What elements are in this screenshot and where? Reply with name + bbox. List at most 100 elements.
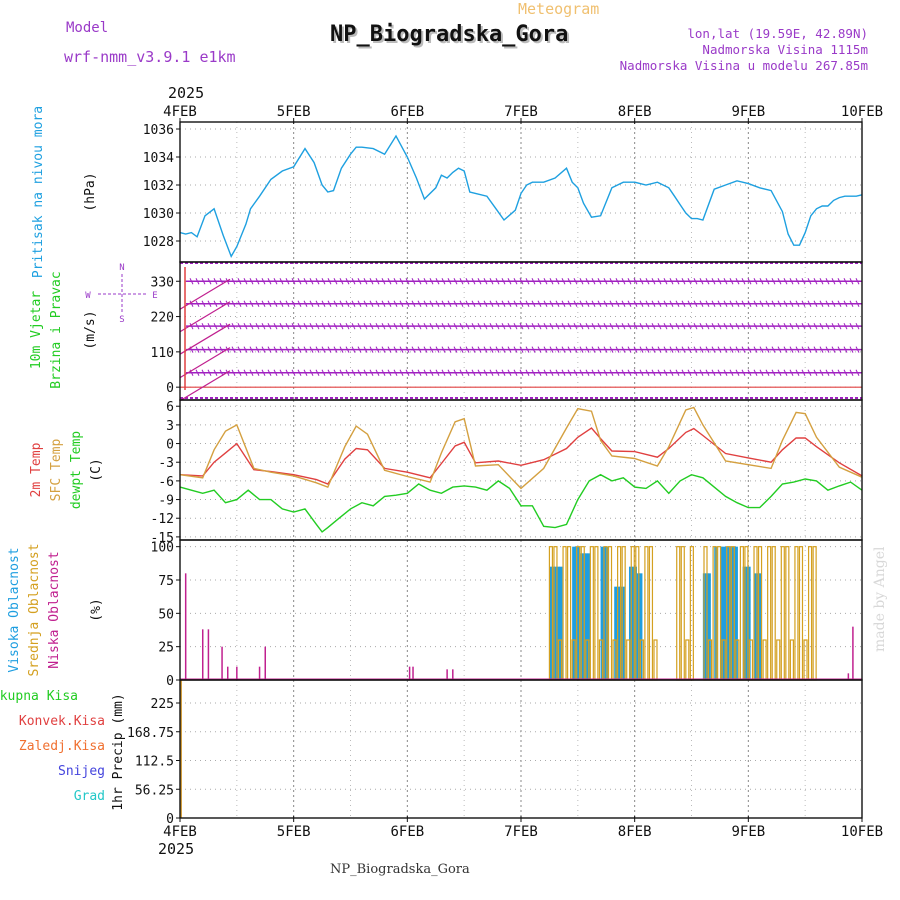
wind-barb <box>315 300 320 307</box>
mid-cloud-bar <box>762 639 767 681</box>
high-cloud-bar <box>734 546 738 680</box>
wind-barb <box>813 322 818 330</box>
wind-barb <box>345 278 350 285</box>
wind-barb <box>765 346 770 353</box>
wind-barb <box>243 278 248 285</box>
wind-barb <box>771 369 776 376</box>
pressure-tick-label: 1034 <box>143 151 174 166</box>
high-cloud-bar <box>559 566 563 680</box>
wind-barb <box>681 322 686 330</box>
wind-barb <box>609 369 614 376</box>
high-cloud-bar <box>719 546 723 680</box>
wind-barb <box>309 300 314 307</box>
wind-barb <box>447 300 452 307</box>
wind-barb <box>789 278 794 285</box>
wind-barb <box>279 346 284 353</box>
wind-barb <box>465 346 470 353</box>
wind-barb <box>381 346 386 353</box>
time-label-top: 5FEB <box>277 104 311 120</box>
wind-barb <box>447 322 452 330</box>
wind-barb <box>579 346 584 353</box>
wind-barb <box>801 278 806 285</box>
pressure-unit: (hPa) <box>83 172 98 211</box>
wind-barb <box>255 278 260 285</box>
wind-barb <box>267 300 272 307</box>
wind-barb <box>375 369 380 376</box>
wind-barb <box>375 346 380 353</box>
wind-sublabel: Brzina i Pravac <box>49 271 64 388</box>
wind-arrow <box>179 278 231 310</box>
wind-barb <box>405 278 410 285</box>
wind-barb <box>633 369 638 376</box>
wind-barb <box>333 369 338 376</box>
wind-barb <box>369 300 374 307</box>
wind-barb <box>273 278 278 285</box>
wind-barb <box>615 369 620 376</box>
wind-barb <box>321 300 326 307</box>
wind-barb <box>237 369 242 376</box>
wind-barb <box>531 346 536 353</box>
wind-barb <box>495 278 500 285</box>
wind-barb <box>453 278 458 285</box>
wind-barb <box>765 369 770 376</box>
wind-barb <box>363 322 368 330</box>
wind-barb <box>363 300 368 307</box>
wind-barb <box>705 369 710 376</box>
cloud-label-low: Niska Oblacnost <box>47 551 62 668</box>
wind-arrow <box>179 301 231 333</box>
wind-barb <box>765 322 770 330</box>
wind-barb <box>543 346 548 353</box>
wind-barb <box>591 300 596 307</box>
wind-barb <box>765 278 770 285</box>
wind-barb <box>783 278 788 285</box>
precip-legend-conv: Konvek.Kisa <box>19 714 105 729</box>
wind-barb <box>693 322 698 330</box>
wind-barb <box>603 322 608 330</box>
wind-barb <box>453 346 458 353</box>
wind-barb <box>459 322 464 330</box>
wind-barb <box>531 322 536 330</box>
wind-barb <box>687 300 692 307</box>
wind-barb <box>531 300 536 307</box>
cloud-tick-label: 50 <box>158 607 174 622</box>
wind-barb <box>363 369 368 376</box>
wind-barb <box>753 322 758 330</box>
wind-barb <box>597 322 602 330</box>
wind-barb <box>459 278 464 285</box>
wind-tick-label: 0 <box>166 381 174 396</box>
high-cloud-bar <box>754 573 758 680</box>
wind-barb <box>279 278 284 285</box>
wind-barb <box>249 369 254 376</box>
wind-barb <box>303 322 308 330</box>
mid-cloud-bar <box>739 546 744 681</box>
wind-barb <box>417 369 422 376</box>
wind-barb <box>243 300 248 307</box>
wind-barb <box>741 278 746 285</box>
wind-barb <box>549 278 554 285</box>
wind-barb <box>339 322 344 330</box>
precip-tick-label: 112.5 <box>135 755 174 770</box>
cloud-tick-label: 25 <box>158 641 174 656</box>
wind-barb <box>585 369 590 376</box>
wind-barb <box>837 346 842 353</box>
wind-barb <box>801 346 806 353</box>
wind-barb <box>741 369 746 376</box>
wind-barb <box>843 322 848 330</box>
wind-barb <box>381 322 386 330</box>
wind-barb <box>189 300 194 307</box>
wind-barb <box>639 369 644 376</box>
wind-barb <box>663 300 668 307</box>
wind-barb <box>279 369 284 376</box>
elevation-label: Nadmorska Visina 1115m <box>702 42 868 57</box>
wind-barb <box>711 369 716 376</box>
wind-barb <box>423 346 428 353</box>
wind-barb <box>447 369 452 376</box>
wind-barb <box>585 300 590 307</box>
wind-barb <box>669 278 674 285</box>
wind-barb <box>201 278 206 285</box>
cloud-label-mid: Srednja Oblacnost <box>27 543 42 676</box>
wind-barb <box>753 346 758 353</box>
wind-barb <box>753 300 758 307</box>
wind-barb <box>513 322 518 330</box>
wind-barb <box>531 278 536 285</box>
